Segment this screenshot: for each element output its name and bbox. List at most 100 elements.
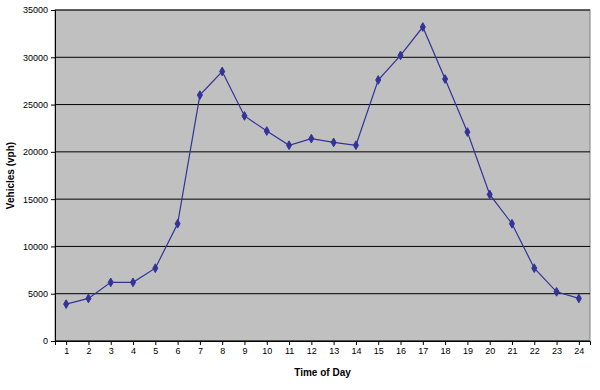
y-tick: 0	[43, 336, 55, 346]
marker	[554, 287, 559, 296]
x-tick-label: 24	[574, 346, 584, 356]
x-tick-label: 18	[441, 346, 451, 356]
y-tick-label: 20000	[23, 147, 48, 157]
grid-line	[55, 104, 590, 105]
y-tick: 25000	[23, 100, 55, 110]
y-tick: 30000	[23, 53, 55, 63]
series-line	[66, 27, 579, 304]
x-tick: 20	[485, 341, 495, 356]
x-tick-label: 11	[285, 346, 294, 356]
x-tick-mark	[111, 341, 112, 345]
x-tick-mark	[534, 341, 535, 345]
x-tick-label: 21	[507, 346, 517, 356]
x-tick-mark	[133, 341, 134, 345]
x-tick-mark	[155, 341, 156, 345]
y-tick-mark	[51, 246, 55, 247]
x-tick: 1	[64, 341, 69, 356]
x-tick-mark	[512, 341, 513, 345]
marker	[331, 138, 336, 147]
grid-line	[55, 57, 590, 58]
x-tick-label: 8	[220, 346, 225, 356]
y-tick-mark	[51, 294, 55, 295]
marker	[309, 134, 314, 143]
y-tick-label: 10000	[23, 242, 48, 252]
x-tick: 4	[131, 341, 136, 356]
grid-line	[55, 151, 590, 152]
chart: 0500010000150002000025000300003500012345…	[0, 0, 600, 390]
y-tick-label: 35000	[23, 5, 48, 15]
y-tick-mark	[51, 152, 55, 153]
x-tick-mark	[557, 341, 558, 345]
y-tick-label: 25000	[23, 100, 48, 110]
x-tick-mark	[467, 341, 468, 345]
x-tick-label: 10	[262, 346, 272, 356]
marker	[532, 264, 537, 273]
x-tick: 10	[262, 341, 272, 356]
x-tick: 24	[574, 341, 584, 356]
x-tick-label: 14	[351, 346, 361, 356]
x-tick: 16	[396, 341, 406, 356]
x-tick-mark	[244, 341, 245, 345]
x-tick-label: 1	[64, 346, 69, 356]
x-tick: 7	[198, 341, 203, 356]
x-tick-label: 22	[530, 346, 540, 356]
marker	[353, 141, 358, 150]
marker	[175, 219, 180, 228]
x-tick: 21	[507, 341, 517, 356]
x-tick-label: 6	[176, 346, 181, 356]
x-tick-mark	[445, 341, 446, 345]
marker	[264, 127, 269, 136]
y-tick-label: 15000	[23, 195, 48, 205]
plot: 0500010000150002000025000300003500012345…	[23, 5, 591, 356]
x-tick: 11	[285, 341, 294, 356]
x-tick-mark	[311, 341, 312, 345]
x-tick: 12	[307, 341, 317, 356]
x-tick-label: 4	[131, 346, 136, 356]
marker	[465, 128, 470, 137]
x-tick: 5	[153, 341, 158, 356]
x-tick: 13	[329, 341, 339, 356]
x-tick-mark	[401, 341, 402, 345]
marker	[398, 51, 403, 60]
marker	[576, 294, 581, 303]
x-tick-mark	[178, 341, 179, 345]
marker	[242, 112, 247, 121]
y-axis-title: Vehicles (vph)	[5, 142, 16, 209]
y-tick: 35000	[23, 5, 55, 15]
x-tick-label: 23	[552, 346, 562, 356]
x-tick: 9	[242, 341, 247, 356]
y-tick: 15000	[23, 195, 55, 205]
x-tick-mark	[289, 341, 290, 345]
x-tick: 8	[220, 341, 225, 356]
x-tick-mark	[356, 341, 357, 345]
y-tick-mark	[51, 105, 55, 106]
marker	[443, 75, 448, 84]
x-tick-label: 3	[109, 346, 114, 356]
grid-line	[55, 246, 590, 247]
marker	[420, 23, 425, 32]
x-tick-label: 13	[329, 346, 339, 356]
x-tick: 19	[463, 341, 473, 356]
x-tick-mark	[423, 341, 424, 345]
marker	[287, 141, 292, 150]
x-tick: 3	[109, 341, 114, 356]
x-tick-label: 5	[153, 346, 158, 356]
y-tick: 5000	[28, 289, 55, 299]
grid	[55, 10, 590, 341]
x-axis: 123456789101112131415161718192021222324	[56, 341, 591, 356]
marker	[86, 294, 91, 303]
marker	[376, 76, 381, 85]
x-tick-mark	[200, 341, 201, 345]
x-tick: 14	[351, 341, 361, 356]
x-tick-mark	[378, 341, 379, 345]
x-tick: 23	[552, 341, 562, 356]
marker	[131, 278, 136, 287]
marker	[487, 190, 492, 199]
x-tick-label: 16	[396, 346, 406, 356]
x-tick-mark	[267, 341, 268, 345]
y-tick-label: 0	[43, 336, 48, 346]
x-tick: 18	[441, 341, 451, 356]
x-tick-mark	[334, 341, 335, 345]
y-axis: 0 5000 10000 15000 20000 25000 30000 35000	[23, 5, 56, 346]
x-tick-mark	[222, 341, 223, 345]
